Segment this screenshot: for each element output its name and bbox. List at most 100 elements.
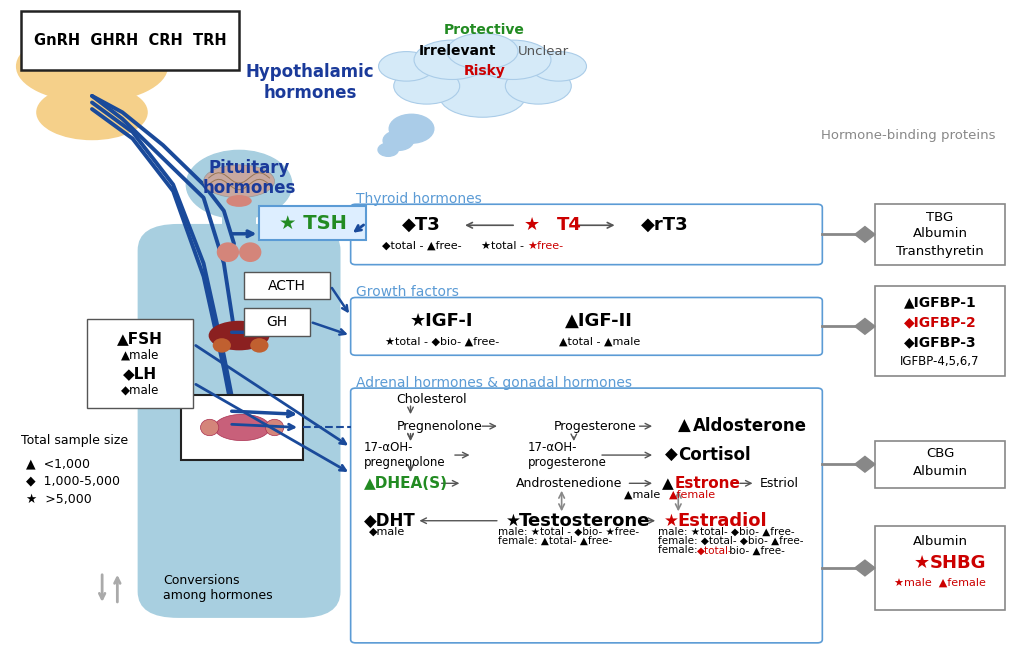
Ellipse shape [204,165,274,197]
Ellipse shape [414,40,490,80]
Text: Irrelevant: Irrelevant [418,44,495,59]
Text: ◆: ◆ [664,446,678,464]
Polygon shape [854,318,874,334]
FancyBboxPatch shape [87,319,194,408]
Text: ▲DHEA(S): ▲DHEA(S) [364,476,447,491]
Text: Risky: Risky [464,64,505,78]
Ellipse shape [209,321,269,350]
Ellipse shape [201,419,218,436]
Circle shape [383,131,413,151]
Ellipse shape [214,415,270,441]
Text: Adrenal hormones & gonadal hormones: Adrenal hormones & gonadal hormones [356,376,631,390]
Ellipse shape [250,338,268,353]
Text: Unclear: Unclear [518,45,569,58]
Text: Thyroid hormones: Thyroid hormones [356,192,481,206]
Text: ◆total - ▲free-: ◆total - ▲free- [381,241,461,251]
Text: Estradiol: Estradiol [677,512,766,530]
Text: ▲IGFBP-1: ▲IGFBP-1 [903,295,975,310]
Text: ★total - ◆bio- ▲free-: ★total - ◆bio- ▲free- [384,337,498,347]
Text: ▲male: ▲male [121,348,159,361]
FancyBboxPatch shape [244,272,330,299]
Text: Protective: Protective [443,23,525,38]
Text: GH: GH [266,315,287,329]
Ellipse shape [226,195,252,207]
Text: 17-αOH-
pregnenolone: 17-αOH- pregnenolone [364,441,445,469]
Text: ★  >5,000: ★ >5,000 [26,493,92,505]
Ellipse shape [446,33,518,69]
Text: Albumin: Albumin [912,534,967,547]
Text: ◆  1,000-5,000: ◆ 1,000-5,000 [26,475,120,488]
Circle shape [186,151,291,218]
Polygon shape [854,226,874,242]
Text: Androstenedione: Androstenedione [516,477,622,490]
Ellipse shape [439,74,525,117]
Text: Hormone-binding proteins: Hormone-binding proteins [820,129,995,142]
Text: ◆IGFBP-2: ◆IGFBP-2 [903,315,975,330]
FancyBboxPatch shape [244,308,310,336]
Text: Albumin: Albumin [912,226,967,240]
Text: ◆DHT: ◆DHT [364,512,415,530]
Text: ◆T3: ◆T3 [401,216,440,234]
Text: Estriol: Estriol [759,477,798,490]
FancyBboxPatch shape [56,70,127,103]
Text: ◆total-: ◆total- [696,545,732,555]
Text: ★: ★ [505,512,521,530]
Text: ★ TSH: ★ TSH [278,214,346,233]
Text: ★total -: ★total - [480,241,527,251]
Text: Cortisol: Cortisol [678,446,750,464]
Text: ★: ★ [663,512,679,530]
Text: CBG: CBG [925,447,953,460]
FancyBboxPatch shape [874,526,1004,610]
Text: ▲: ▲ [678,417,690,435]
FancyBboxPatch shape [874,441,1004,488]
FancyBboxPatch shape [351,388,821,643]
Ellipse shape [475,40,550,80]
Text: TBG: TBG [925,211,953,224]
Polygon shape [854,560,874,576]
Text: Estrone: Estrone [674,476,740,491]
Ellipse shape [238,242,261,262]
Ellipse shape [393,68,460,104]
FancyBboxPatch shape [138,224,340,618]
Circle shape [389,114,433,143]
Ellipse shape [504,68,571,104]
Text: Progesterone: Progesterone [553,420,636,433]
Text: ★male  ▲female: ★male ▲female [894,578,985,588]
FancyBboxPatch shape [351,297,821,355]
FancyBboxPatch shape [874,204,1004,265]
Text: ◆male: ◆male [369,526,405,536]
Text: ★: ★ [913,554,929,572]
Text: Pregnenolone: Pregnenolone [396,420,482,433]
Text: IGFBP-4,5,6,7: IGFBP-4,5,6,7 [900,355,979,368]
Text: Growth factors: Growth factors [356,285,459,299]
Text: female: ▲total- ▲free-: female: ▲total- ▲free- [497,536,611,546]
Text: male: ★total - ◆bio- ★free-: male: ★total - ◆bio- ★free- [497,527,638,537]
Ellipse shape [217,242,238,262]
Text: female: ◆total- ◆bio- ▲free-: female: ◆total- ◆bio- ▲free- [657,536,803,546]
Text: T4: T4 [556,216,581,234]
Text: ▲IGF-II: ▲IGF-II [565,312,633,330]
Text: ★free-: ★free- [527,241,562,251]
FancyBboxPatch shape [259,206,366,240]
Ellipse shape [36,84,148,140]
Ellipse shape [265,419,283,436]
Text: Aldosterone: Aldosterone [692,417,806,435]
Text: ▲  <1,000: ▲ <1,000 [26,457,90,470]
Text: SHBG: SHBG [929,554,985,572]
Polygon shape [854,457,874,472]
Text: ACTH: ACTH [268,279,306,293]
Text: bio- ▲free-: bio- ▲free- [726,545,784,555]
Text: ▲male: ▲male [624,490,666,499]
Text: ◆rT3: ◆rT3 [641,216,688,234]
Ellipse shape [530,51,586,81]
Text: Total sample size: Total sample size [21,434,128,447]
FancyBboxPatch shape [181,395,303,461]
Text: ▲: ▲ [661,476,674,491]
Text: GnRH  GHRH  CRH  TRH: GnRH GHRH CRH TRH [34,33,226,47]
Circle shape [378,143,398,157]
Text: Conversions
among hormones: Conversions among hormones [163,574,272,602]
Ellipse shape [213,338,230,353]
Text: Testosterone: Testosterone [519,512,650,530]
Text: 17-αOH-
progesterone: 17-αOH- progesterone [528,441,606,469]
Text: ◆male: ◆male [121,384,159,397]
